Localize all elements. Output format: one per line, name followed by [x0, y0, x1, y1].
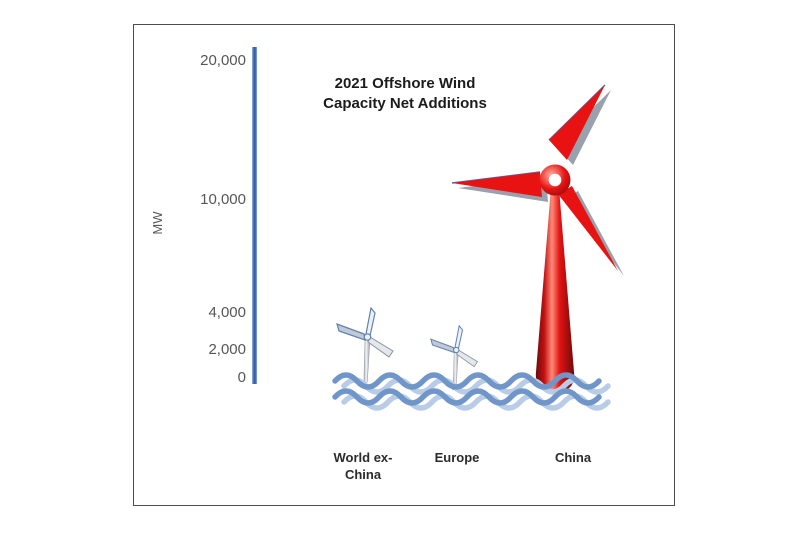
- ocean-waves-icon: [330, 368, 615, 414]
- chart-title: 2021 Offshore Wind Capacity Net Addition…: [285, 74, 525, 114]
- y-tick-label-2000: 2,000: [208, 341, 246, 358]
- chart-title-line-1: 2021 Offshore Wind: [334, 75, 476, 92]
- y-axis-title: MW: [150, 211, 165, 235]
- china-turbine-icon: [451, 84, 624, 392]
- category-label-europe: Europe: [434, 450, 480, 465]
- y-tick-label-20000: 20,000: [200, 52, 246, 69]
- chart-title-line-2: Capacity Net Additions: [323, 95, 487, 112]
- china-turbine-tower: [535, 188, 575, 392]
- category-label-china: China: [554, 450, 592, 465]
- y-axis-line: [252, 47, 257, 384]
- category-label-world-ex-china: World ex-China: [333, 450, 393, 482]
- y-tick-label-4000: 4,000: [208, 304, 246, 321]
- y-tick-label-10000: 10,000: [200, 191, 246, 208]
- china-turbine-blades: [452, 85, 618, 271]
- y-tick-label-0: 0: [237, 369, 246, 386]
